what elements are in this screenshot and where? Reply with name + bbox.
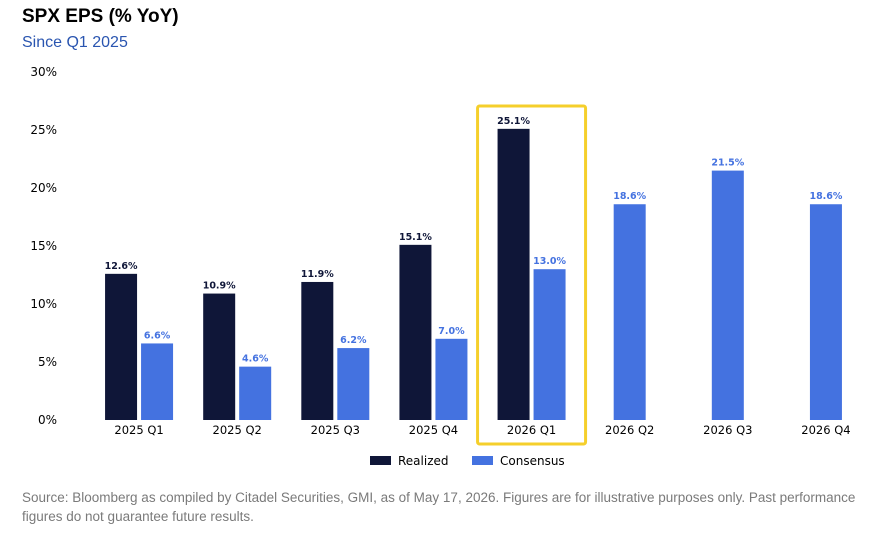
- x-tick-label: 2026 Q2: [605, 423, 654, 437]
- x-tick-label: 2026 Q1: [507, 423, 556, 437]
- x-tick-label: 2025 Q2: [213, 423, 262, 437]
- y-tick-label: 30%: [30, 65, 57, 79]
- highlight-box: [476, 104, 588, 446]
- chart-title: SPX EPS (% YoY): [22, 6, 179, 27]
- legend-swatch-realized: [370, 456, 391, 465]
- realized-data-label: 15.1%: [399, 232, 432, 243]
- y-tick-label: 0%: [38, 413, 57, 427]
- realized-bar: [399, 244, 432, 420]
- consensus-bar: [711, 170, 744, 420]
- realized-bar: [497, 128, 530, 420]
- consensus-data-label: 21.5%: [711, 158, 744, 169]
- x-tick-label: 2025 Q3: [311, 423, 360, 437]
- realized-bar: [301, 281, 334, 420]
- realized-data-label: 10.9%: [203, 281, 236, 292]
- consensus-bar: [613, 204, 646, 420]
- eps-bar-chart: 0% 5% 10% 15% 20% 25% 30% 12.6% 6.6% 2025 Q1 10.9%…: [30, 65, 850, 468]
- legend-label-consensus: Consensus: [500, 454, 565, 468]
- consensus-bar: [533, 269, 566, 420]
- y-tick-label: 15%: [30, 239, 57, 253]
- realized-bar: [203, 293, 236, 420]
- consensus-bar: [337, 348, 370, 420]
- consensus-data-label: 6.2%: [340, 335, 367, 346]
- legend-label-realized: Realized: [398, 454, 449, 468]
- chart-subtitle: Since Q1 2025: [22, 34, 128, 51]
- realized-bar: [105, 273, 138, 420]
- realized-data-label: 12.6%: [105, 261, 138, 272]
- x-tick-label: 2025 Q1: [114, 423, 163, 437]
- consensus-bar: [239, 366, 272, 420]
- x-tick-label: 2026 Q4: [801, 423, 850, 437]
- source-note: Source: Bloomberg as compiled by Citadel…: [22, 490, 856, 524]
- realized-data-label: 11.9%: [301, 269, 334, 280]
- y-tick-label: 20%: [30, 181, 57, 195]
- x-tick-label: 2025 Q4: [409, 423, 458, 437]
- consensus-data-label: 4.6%: [242, 354, 269, 365]
- consensus-data-label: 18.6%: [809, 191, 842, 202]
- x-tick-label: 2026 Q3: [703, 423, 752, 437]
- consensus-bar: [141, 343, 174, 420]
- realized-data-label: 25.1%: [497, 116, 530, 127]
- consensus-data-label: 6.6%: [144, 330, 171, 341]
- y-tick-label: 25%: [30, 123, 57, 137]
- y-tick-label: 5%: [38, 355, 57, 369]
- legend-swatch-consensus: [472, 456, 493, 465]
- consensus-data-label: 7.0%: [438, 326, 465, 337]
- consensus-data-label: 13.0%: [533, 256, 566, 267]
- y-tick-label: 10%: [30, 297, 57, 311]
- consensus-bar: [809, 204, 842, 420]
- consensus-bar: [435, 338, 468, 420]
- consensus-data-label: 18.6%: [613, 191, 646, 202]
